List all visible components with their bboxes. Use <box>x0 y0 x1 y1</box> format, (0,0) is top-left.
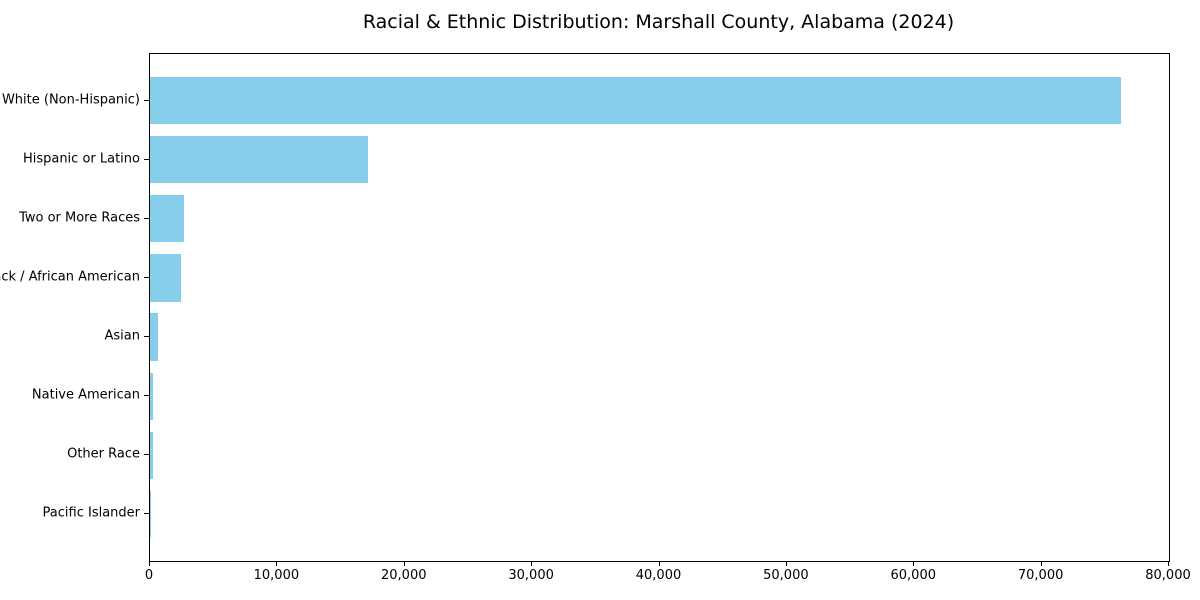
y-tick-label: Hispanic or Latino <box>22 151 140 167</box>
y-tick-mark <box>144 336 149 338</box>
x-tick-label: 70,000 <box>1017 568 1064 583</box>
chart-title: Racial & Ethnic Distribution: Marshall C… <box>362 11 955 33</box>
x-tick-mark <box>1040 561 1042 566</box>
x-tick-label: 60,000 <box>890 568 937 583</box>
x-tick-label: 10,000 <box>253 568 300 583</box>
x-tick-label: 50,000 <box>763 568 809 583</box>
y-tick-label: Native American <box>31 387 140 403</box>
x-tick-mark <box>276 561 278 566</box>
y-tick-mark <box>144 513 149 515</box>
y-tick-label: Asian <box>104 328 140 344</box>
y-tick-mark <box>144 454 149 456</box>
bar-asian <box>150 313 158 361</box>
x-tick-mark <box>913 561 915 566</box>
x-tick-mark <box>785 561 787 566</box>
x-tick-label: 20,000 <box>381 568 427 583</box>
x-tick-mark <box>531 561 533 566</box>
bar-black-african-american <box>150 254 182 302</box>
x-tick-mark <box>403 561 405 566</box>
x-tick-mark <box>658 561 660 566</box>
bar-hispanic-or-latino <box>150 136 368 184</box>
y-tick-mark <box>144 99 149 101</box>
y-tick-label: Other Race <box>67 446 140 462</box>
y-tick-label: Two or More Races <box>19 210 140 226</box>
bar-two-or-more-races <box>150 195 185 243</box>
bar-other-race <box>150 431 153 479</box>
x-tick-label: 80,000 <box>1145 568 1191 583</box>
x-tick-label: 30,000 <box>508 568 554 583</box>
x-tick-label: 0 <box>144 568 154 583</box>
y-tick-mark <box>144 276 149 278</box>
x-tick-mark <box>149 561 150 566</box>
plot-area <box>149 53 1170 562</box>
x-tick-label: 40,000 <box>635 568 682 583</box>
x-tick-mark <box>1168 561 1169 566</box>
bar-native-american <box>150 372 154 420</box>
bar-white-non-hispanic <box>150 77 1121 125</box>
y-tick-mark <box>144 158 149 160</box>
y-tick-label: Pacific Islander <box>42 505 140 521</box>
y-tick-label: Black / African American <box>0 269 140 285</box>
y-tick-label: White (Non-Hispanic) <box>1 92 140 108</box>
y-tick-mark <box>144 395 149 397</box>
y-axis-labels: White (Non-Hispanic) Hispanic or Latino Tw… <box>0 0 140 600</box>
y-tick-mark <box>144 217 149 219</box>
